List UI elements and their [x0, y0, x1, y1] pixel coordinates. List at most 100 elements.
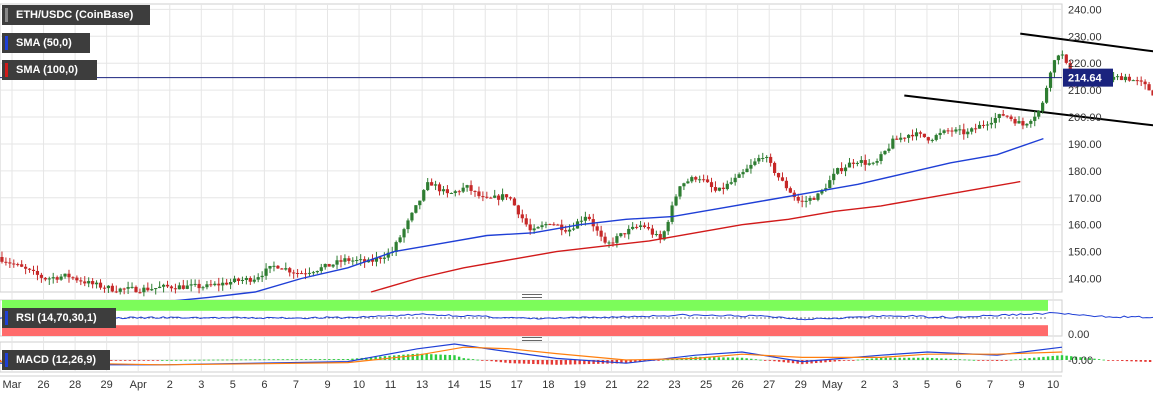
trendlines — [904, 32, 1153, 127]
macd-histogram-bar — [346, 359, 350, 360]
candle-body — [765, 156, 769, 158]
macd-histogram-bar — [332, 359, 336, 360]
macd-histogram-bar — [838, 360, 841, 362]
candle-body — [776, 173, 781, 178]
candle-body — [292, 272, 296, 274]
candles — [0, 50, 1153, 297]
macd-histogram-bar — [944, 358, 948, 360]
price-axis: 140.00 150.00 160.00 170.00 180.00 190.00 200.… — [1068, 4, 1102, 285]
candle-body — [733, 177, 737, 183]
macd-histogram-bar — [824, 360, 827, 363]
candle-body — [847, 162, 852, 168]
candle-body — [1001, 114, 1005, 116]
macd-histogram-bar — [708, 357, 711, 360]
candle-body — [473, 190, 477, 192]
macd-histogram-bar — [341, 359, 345, 360]
macd-histogram-bar — [253, 359, 257, 361]
candle-body — [355, 259, 359, 261]
macd-histogram-bar — [828, 360, 832, 362]
macd-histogram-bar — [309, 359, 312, 360]
upper-channel-trendline — [1020, 32, 1153, 53]
macd-histogram-bar — [300, 359, 303, 360]
macd-histogram-bar — [1088, 358, 1092, 360]
date-tick-label: 18 — [542, 379, 554, 391]
macd-histogram-bar — [805, 360, 809, 364]
candle-body — [469, 185, 473, 191]
legend-sma50[interactable]: SMA (50,0) — [2, 33, 90, 53]
candle-body — [788, 188, 792, 193]
lower-channel-trendline — [904, 94, 1153, 127]
candle-body — [327, 263, 331, 267]
macd-histogram-bar — [161, 360, 164, 361]
candle-body — [682, 183, 686, 187]
macd-histogram-bar — [573, 360, 577, 365]
macd-histogram-bar — [1014, 359, 1017, 361]
macd-histogram-bar — [981, 360, 985, 361]
macd-histogram-bar — [110, 360, 113, 361]
macd-histogram-bar — [879, 357, 883, 360]
macd-histogram-bar — [870, 358, 874, 360]
candle-body — [607, 242, 611, 244]
macd-histogram-bar — [847, 360, 850, 361]
macd-histogram-bar — [406, 354, 410, 360]
candle-body — [686, 181, 690, 184]
macd-histogram-bar — [940, 358, 943, 360]
price-tick-label: 140.00 — [1068, 274, 1102, 286]
legend-main-swatch — [5, 8, 8, 22]
candle-body — [1123, 76, 1128, 81]
candle-body — [516, 205, 520, 215]
date-tick-label: 7 — [293, 379, 299, 391]
candle-body — [970, 128, 974, 132]
candle-body — [985, 124, 990, 126]
candle-body — [158, 286, 162, 289]
legend-rsi[interactable]: RSI (14,70,30,1) — [2, 308, 116, 328]
candle-body — [1056, 55, 1061, 61]
macd-histogram-bar — [1130, 360, 1133, 362]
macd-histogram-bar — [147, 360, 150, 361]
legend-sma100[interactable]: SMA (100,0) — [2, 60, 97, 80]
date-tick-label: 10 — [353, 379, 365, 391]
legend-sma100-swatch — [5, 63, 8, 77]
legend-macd[interactable]: MACD (12,26,9) — [2, 350, 110, 370]
macd-histogram-bar — [207, 359, 210, 361]
candle-body — [489, 197, 493, 199]
macd-histogram-bar — [267, 359, 271, 361]
legend-sma100-label: SMA (100,0) — [16, 64, 78, 76]
sma100-line — [370, 180, 1021, 293]
price-tick-label: 200.00 — [1068, 112, 1102, 124]
candle-body — [1017, 121, 1021, 124]
macd-histogram-bar — [151, 360, 155, 361]
candle-body — [284, 268, 288, 270]
candle-body — [615, 236, 619, 243]
candle-body — [800, 200, 804, 202]
macd-histogram-bar — [559, 360, 563, 365]
macd-histogram-bar — [1111, 360, 1115, 361]
main-panel-frame — [0, 3, 1063, 293]
macd-histogram-bar — [244, 359, 247, 361]
candle-body — [879, 154, 883, 161]
date-tick-label: 23 — [668, 379, 680, 391]
date-tick-label: 19 — [574, 379, 586, 391]
candle-body — [165, 284, 170, 287]
macd-histogram-bar — [513, 360, 516, 364]
candle-body — [16, 264, 20, 266]
macd-histogram-bar — [1051, 356, 1054, 360]
macd-histogram-bar — [114, 360, 118, 361]
candle-body — [725, 183, 729, 190]
date-tick-label: May — [822, 379, 843, 391]
candle-body — [997, 114, 1001, 119]
candle-body — [611, 242, 615, 244]
macd-histogram-bar — [550, 360, 554, 365]
macd-histogram-bar — [193, 359, 196, 361]
candle-body — [63, 273, 67, 277]
date-tick-label: 14 — [448, 379, 460, 391]
legend-main[interactable]: ETH/USDC (CoinBase) — [2, 5, 150, 25]
candle-body — [268, 266, 272, 269]
candle-body — [8, 262, 12, 264]
candle-body — [449, 193, 453, 195]
candle-body — [244, 277, 248, 280]
macd-histogram-bar — [986, 360, 989, 361]
macd-histogram-bar — [536, 360, 540, 365]
macd-histogram-bar — [703, 356, 707, 360]
